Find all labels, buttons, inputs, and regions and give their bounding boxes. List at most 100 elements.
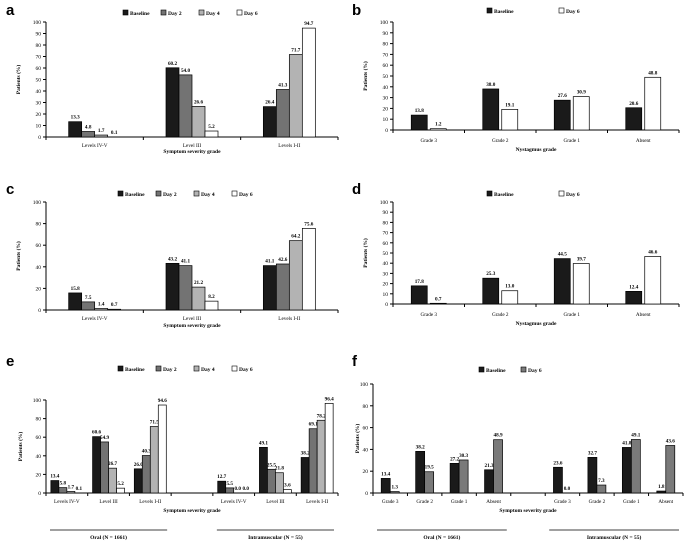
data-label: 1.3: [391, 485, 398, 491]
y-tick-label: 10: [36, 124, 42, 130]
data-label: 96.4: [325, 396, 334, 402]
bar: [68, 121, 83, 138]
bar: [204, 300, 219, 311]
y-tick-label: 70: [383, 52, 389, 58]
data-label: 17.8: [415, 279, 424, 285]
legend-swatch: [231, 190, 238, 197]
bar: [165, 262, 180, 311]
x-axis-label: Nystagmus grade: [516, 321, 557, 327]
x-tick-label: Level III: [183, 143, 202, 149]
bar: [107, 308, 122, 311]
chart-f: 0 20 40 60 80 100 Patients (%) Symptom severity…: [354, 366, 684, 541]
chart-e: 0 20 40 60 80 100 Patients (%) Symptom severity…: [17, 365, 339, 541]
y-tick-label: 20: [363, 469, 369, 475]
legend-label: Baseline: [125, 367, 145, 373]
bar: [288, 240, 303, 311]
data-label: 94.6: [158, 398, 167, 404]
x-tick-label: Grade 1: [623, 499, 640, 505]
x-tick-label: Absent: [486, 499, 501, 505]
y-tick-label: 60: [36, 435, 42, 441]
bar: [178, 265, 193, 311]
data-label: 41.1: [181, 259, 190, 265]
data-label: 43.2: [168, 256, 177, 262]
data-label: 48.9: [494, 433, 503, 439]
data-label: 25.3: [486, 271, 495, 277]
data-label: 20.6: [629, 101, 638, 107]
legend-label: Baseline: [494, 9, 514, 15]
bar: [429, 302, 447, 305]
y-axis-label: Patients (%): [362, 61, 369, 91]
bar: [262, 106, 277, 138]
legend-label: Day 6: [239, 192, 253, 198]
bar: [81, 301, 96, 311]
data-label: 38.0: [486, 82, 495, 88]
bar: [94, 134, 109, 138]
bar: [458, 459, 469, 494]
bar: [410, 114, 428, 131]
legend-swatch: [117, 190, 124, 197]
data-label: 5.2: [117, 481, 124, 487]
y-tick-label: 100: [33, 20, 42, 26]
y-tick-label: 40: [363, 447, 369, 453]
legend-label: Day 6: [244, 11, 258, 17]
x-tick-label: Grade 3: [420, 138, 437, 144]
y-tick-label: 60: [363, 426, 369, 432]
x-tick-label: Grade 3: [382, 499, 399, 505]
data-label: 13.3: [71, 115, 80, 121]
data-label: 0.0: [242, 486, 249, 492]
y-tick-label: 100: [360, 382, 369, 388]
y-tick-label: 10: [383, 292, 389, 298]
data-label: 0.7: [111, 302, 118, 308]
data-label: 0.0: [564, 486, 571, 492]
panel-label-b: b: [352, 2, 362, 19]
bar: [267, 468, 276, 494]
x-tick-label: Level III: [183, 316, 202, 322]
data-label: 42.6: [278, 257, 287, 263]
data-label: 30.3: [459, 453, 468, 459]
bar: [300, 457, 310, 494]
data-label: 49.1: [259, 440, 268, 446]
legend-label: Day 2: [163, 192, 177, 198]
chart-a: 0 10 20 30 40 50 60 70 80 90 100 Patients (%) Sympto…: [15, 9, 339, 155]
y-tick-label: 80: [383, 220, 389, 226]
bar: [165, 67, 180, 138]
bar: [572, 263, 590, 305]
bar: [259, 446, 268, 494]
chart-c: 0 20 40 60 80 100 Patients (%) Symptom severity…: [15, 190, 339, 329]
bar: [217, 480, 227, 494]
bar: [100, 441, 109, 494]
bar: [308, 428, 318, 494]
x-tick-label: Grade 2: [589, 499, 606, 505]
bar: [644, 256, 662, 305]
group-label: Intramuscular (N = 55): [587, 534, 642, 541]
legend-label: Day 4: [206, 11, 220, 17]
data-label: 1.7: [68, 484, 75, 490]
data-label: 94.7: [304, 21, 313, 27]
panel-label-e: e: [6, 353, 15, 370]
x-tick-label: Grade 2: [492, 312, 509, 318]
y-tick-label: 90: [383, 31, 389, 37]
y-tick-label: 80: [36, 222, 42, 228]
bar: [324, 402, 334, 494]
bar: [191, 286, 206, 311]
x-tick-label: Grade 3: [420, 312, 437, 318]
bar: [149, 426, 159, 494]
x-axis-label: Nystagmus grade: [516, 147, 557, 153]
bar: [625, 291, 643, 305]
data-label: 21.8: [275, 466, 284, 472]
data-label: 41.8: [622, 440, 631, 446]
data-label: 7.3: [598, 478, 605, 484]
y-axis-label: Patients (%): [354, 424, 361, 454]
data-label: 41.3: [278, 83, 287, 89]
y-tick-label: 20: [383, 106, 389, 112]
bar: [656, 490, 667, 494]
data-label: 27.6: [558, 93, 567, 99]
y-tick-label: 60: [383, 241, 389, 247]
y-tick-label: 80: [36, 43, 42, 49]
chart-d: 0 10 20 30 40 50 60 70 80 90 100 Patients (%) Nystag…: [362, 190, 680, 327]
data-label: 19.5: [425, 465, 434, 471]
legend-label: Day 2: [163, 367, 177, 373]
data-label: 41.1: [265, 259, 274, 265]
legend-swatch: [122, 9, 129, 16]
bar: [92, 436, 101, 494]
